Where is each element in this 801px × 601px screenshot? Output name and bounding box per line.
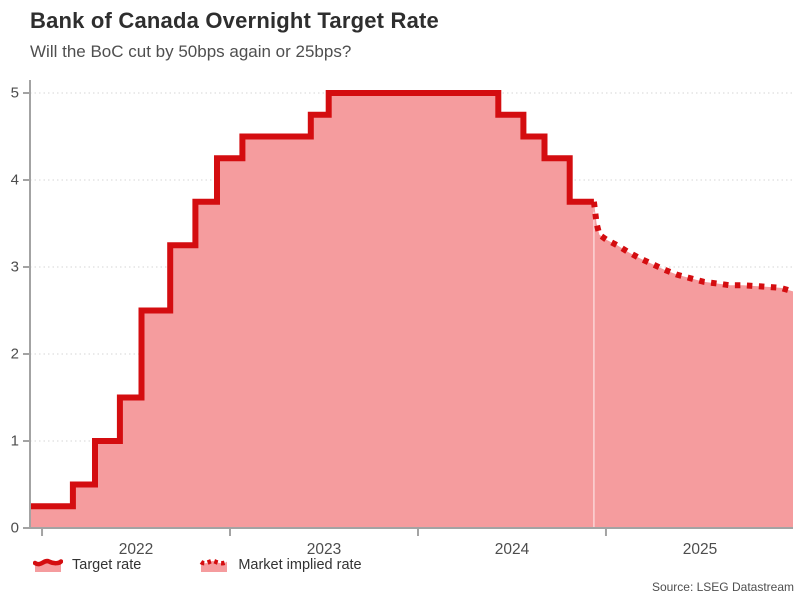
legend-label-target-rate: Target rate — [72, 556, 142, 573]
y-tick-label: 1 — [11, 433, 19, 450]
x-tick-label: 2024 — [495, 541, 530, 558]
rate-chart: 0 1 2 3 4 5 2022 2023 2024 2025 — [11, 80, 794, 558]
legend-label-market-implied-rate: Market implied rate — [238, 556, 362, 573]
legend-item-target-rate: Target rate — [33, 556, 141, 573]
y-tick-label: 2 — [11, 346, 19, 363]
target-rate-swatch-icon — [33, 558, 63, 572]
source-note: Source: LSEG Datastream — [651, 580, 794, 594]
market-implied-area — [593, 201, 793, 529]
target-rate-area — [30, 93, 594, 528]
x-tick-label: 2023 — [307, 541, 341, 558]
legend-item-market-implied-rate: Market implied rate — [199, 556, 362, 573]
y-tick-label: 5 — [11, 85, 19, 102]
legend: Target rate Market implied rate — [33, 556, 362, 573]
target-rate-line — [30, 90, 594, 510]
y-tick-label: 4 — [11, 172, 19, 189]
market-implied-line — [590, 201, 794, 295]
y-tick-label: 3 — [11, 259, 19, 276]
y-tick-label: 0 — [11, 520, 19, 537]
page-title: Bank of Canada Overnight Target Rate — [30, 8, 439, 33]
page-subtitle: Will the BoC cut by 50bps again or 25bps… — [30, 42, 352, 61]
market-implied-swatch-icon — [200, 558, 229, 572]
x-tick-label: 2022 — [119, 541, 153, 558]
x-tick-label: 2025 — [683, 541, 717, 558]
